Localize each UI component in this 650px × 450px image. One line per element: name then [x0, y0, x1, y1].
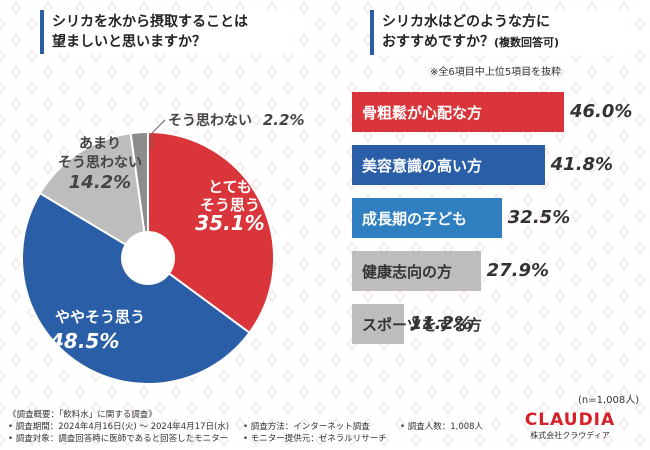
- footer-method: • 調査方法：インターネット調査: [243, 422, 370, 432]
- slice-label-yaya: ややそう思う 48.5%: [30, 305, 170, 353]
- slice-label-line1: ややそう思う: [54, 308, 145, 326]
- logo-main: CLAUDIA: [524, 410, 616, 430]
- slice-label-line1: そう思わない: [168, 113, 252, 129]
- bar-value-label: 41.8%: [550, 154, 614, 175]
- footer-count: • 調査人数：1,008人: [400, 422, 484, 432]
- bar-label: 美容意識の高い方: [362, 157, 483, 175]
- slice-label-soomowanai: そう思わない 2.2%: [168, 110, 304, 130]
- slice-amari: [38, 132, 150, 260]
- slice-yaya: [21, 191, 251, 385]
- bar-value-label: 46.0%: [570, 101, 633, 122]
- right-title-suffix: (複数回答可): [494, 36, 560, 49]
- footer-period: • 調査期間：2024年4月16日(火) ～ 2024年4月17日(水): [8, 422, 230, 432]
- sample-size-note: (n=1,008人): [578, 395, 640, 406]
- right-title-line2: おすすめですか？: [382, 34, 494, 50]
- slice-label-line1: あまり: [79, 136, 121, 152]
- slice-value: 14.2%: [68, 172, 132, 193]
- slice-label-line2: そう思う: [199, 196, 260, 214]
- slice-label-line1: とても: [208, 178, 252, 196]
- right-title-line1: シリカ水はどのような方に: [382, 14, 550, 30]
- bar: 美容意識の高い方: [352, 145, 545, 185]
- bar-value-label: 27.9%: [486, 260, 550, 281]
- slice-totemo: [147, 130, 275, 335]
- slice-label-totemo: とても そう思う 35.1%: [180, 178, 280, 235]
- slice-soomowanai: [129, 130, 149, 259]
- slice-value: 2.2%: [262, 111, 305, 129]
- logo-sub: 株式会社クラウディア: [530, 431, 610, 440]
- bar: 成長期の子ども: [352, 198, 502, 238]
- footer-provider: • モニター提供元：ゼネラルリサーチ: [243, 434, 387, 444]
- bar: スポーツをする方: [352, 304, 482, 344]
- bar-label: スポーツをする方: [362, 316, 482, 334]
- slice-label-line2: そう思わない: [58, 155, 142, 171]
- left-title-line2: 望ましいと思いますか？: [52, 34, 206, 50]
- bar-value-label: 32.5%: [507, 207, 571, 228]
- slice-value: 35.1%: [195, 211, 265, 235]
- selection-note: ※全6項目中上位5項目を抜粋: [430, 67, 562, 78]
- left-title-line1: シリカを水から摂取することは: [52, 14, 248, 30]
- bar-label: 健康志向の方: [362, 263, 453, 281]
- footer-overview: 《調査概要：「飲料水」に関する調査》: [8, 410, 157, 420]
- bar: 健康志向の方: [352, 251, 481, 291]
- footer-target: • 調査対象：調査回答時に医師であると回答したモニター: [8, 434, 229, 444]
- left-chart-title: シリカを水から摂取することは 望ましいと思いますか？: [40, 10, 292, 54]
- right-chart-title: シリカ水はどのような方に おすすめですか？(複数回答可): [370, 10, 630, 55]
- bar-label: 成長期の子ども: [362, 210, 468, 228]
- slice-label-amari: あまり そう思わない 14.2%: [40, 135, 160, 192]
- donut-chart: [21, 119, 275, 385]
- bar-value-label: 11.2%: [409, 313, 473, 334]
- donut-hole: [121, 231, 175, 285]
- leader-line-h: [151, 119, 166, 134]
- bar: 骨粗鬆が心配な方: [352, 92, 564, 132]
- bar-label: 骨粗鬆が心配な方: [362, 104, 483, 122]
- slice-value: 48.5%: [50, 329, 120, 353]
- company-logo: CLAUDIA 株式会社クラウディア: [500, 410, 640, 441]
